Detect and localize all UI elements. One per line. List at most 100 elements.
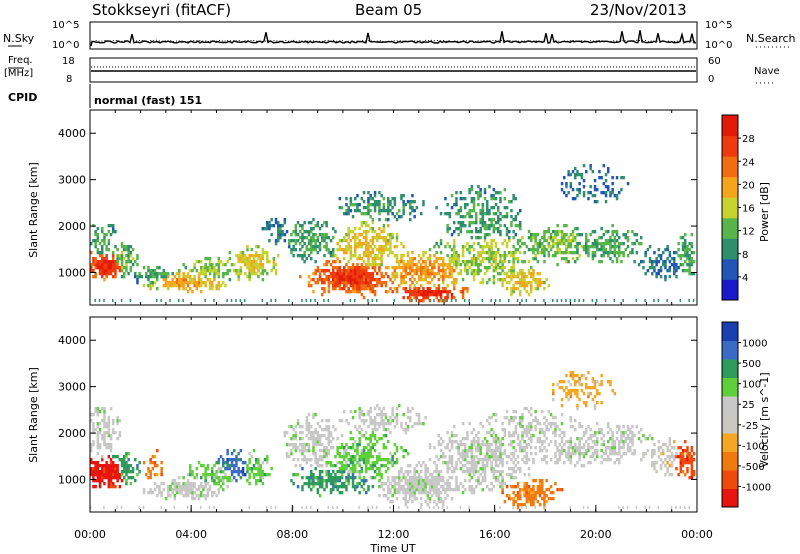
heatmap-cell <box>530 437 533 441</box>
heatmap-cell <box>415 263 419 267</box>
heatmap-cell <box>406 410 410 414</box>
heatmap-cell <box>312 479 315 483</box>
heatmap-cell <box>426 257 430 261</box>
heatmap-cell <box>248 458 251 462</box>
heatmap-cell <box>362 461 366 465</box>
heatmap-cell <box>514 494 518 498</box>
heatmap-cell <box>345 476 348 480</box>
heatmap-cell <box>534 428 537 432</box>
heatmap-cell <box>255 263 258 267</box>
heatmap-cell <box>343 257 346 261</box>
heatmap-cell <box>444 290 447 294</box>
heatmap-cell <box>455 212 458 216</box>
heatmap-cell <box>389 245 392 249</box>
heatmap-cell <box>618 461 621 465</box>
heatmap-cell <box>123 266 126 270</box>
heatmap-cell <box>560 182 564 186</box>
heatmap-cell <box>433 461 436 465</box>
heatmap-cell <box>415 422 419 426</box>
heatmap-cell <box>453 242 456 246</box>
heatmap-cell <box>417 260 421 264</box>
heatmap-cell <box>90 470 93 474</box>
heatmap-cell <box>211 287 214 291</box>
heatmap-cell <box>514 197 518 201</box>
cpid-label: CPID <box>8 91 37 104</box>
heatmap-cell <box>609 251 612 255</box>
heatmap-cell <box>103 443 106 447</box>
noise-right-tick-high: 10^5 <box>705 20 732 31</box>
heatmap-cell <box>182 272 185 276</box>
heatmap-cell <box>431 485 434 489</box>
heatmap-cell <box>472 200 476 204</box>
heatmap-cell <box>351 284 355 288</box>
heatmap-cell <box>160 494 163 498</box>
heatmap-cell <box>334 230 337 234</box>
heatmap-cell <box>692 260 696 264</box>
heatmap-cell <box>362 488 366 492</box>
heatmap-cell <box>534 479 537 483</box>
heatmap-cell <box>294 446 298 450</box>
heatmap-cell <box>200 266 203 270</box>
heatmap-cell <box>563 176 566 180</box>
heatmap-cell <box>343 278 346 282</box>
heatmap-cell <box>219 260 223 264</box>
heatmap-cell <box>420 482 423 486</box>
heatmap-cell <box>582 164 586 168</box>
heatmap-cell <box>307 242 311 246</box>
heatmap-cell <box>448 212 452 216</box>
heatmap-cell <box>233 467 236 471</box>
heatmap-cell <box>488 488 491 492</box>
heatmap-cell <box>94 428 97 432</box>
heatmap-cell <box>329 476 333 480</box>
heatmap-cell <box>470 200 474 204</box>
heatmap-cell <box>156 299 158 302</box>
heatmap-cell <box>310 248 313 252</box>
heatmap-cell <box>329 464 333 468</box>
heatmap-cell <box>301 488 304 492</box>
heatmap-cell <box>600 236 603 240</box>
heatmap-cell <box>459 221 463 225</box>
heatmap-cell <box>411 425 414 429</box>
heatmap-cell <box>459 215 463 219</box>
heatmap-cell <box>567 242 570 246</box>
heatmap-cell <box>690 449 694 453</box>
heatmap-cell <box>585 236 588 240</box>
heatmap-cell <box>552 422 555 426</box>
noise-left-tick-low: 10^0 <box>52 40 79 51</box>
x-tick-label: 00:00 <box>74 528 106 541</box>
heatmap-cell <box>455 191 458 195</box>
heatmap-cell <box>219 467 223 471</box>
heatmap-cell <box>455 197 458 201</box>
heatmap-cell <box>464 263 467 267</box>
heatmap-cell <box>387 200 390 204</box>
heatmap-cell <box>494 479 498 483</box>
heatmap-cell <box>587 506 589 509</box>
heatmap-cell <box>312 437 315 441</box>
heatmap-cell <box>688 272 691 276</box>
heatmap-cell <box>448 266 452 270</box>
heatmap-cell <box>444 263 447 267</box>
heatmap-cell <box>602 434 606 438</box>
heatmap-cell <box>576 257 579 261</box>
heatmap-cell <box>587 248 590 252</box>
heatmap-cell <box>534 281 537 285</box>
heatmap-cell <box>538 449 542 453</box>
heatmap-cell <box>420 422 423 426</box>
heatmap-cell <box>547 443 551 447</box>
heatmap-cell <box>569 446 573 450</box>
heatmap-cell <box>193 491 196 495</box>
heatmap-cell <box>123 245 126 249</box>
heatmap-cell <box>618 452 621 456</box>
heatmap-cell <box>395 236 399 240</box>
heatmap-cell <box>483 224 487 228</box>
heatmap-cell <box>96 260 100 264</box>
heatmap-cell <box>235 455 238 459</box>
heatmap-cell <box>362 206 366 210</box>
heatmap-cell <box>125 473 128 477</box>
heatmap-cell <box>501 479 504 483</box>
heatmap-cell <box>409 494 412 498</box>
heatmap-cell <box>103 419 106 423</box>
heatmap-cell <box>349 239 353 243</box>
heatmap-cell <box>354 488 357 492</box>
heatmap-cell <box>376 257 379 261</box>
